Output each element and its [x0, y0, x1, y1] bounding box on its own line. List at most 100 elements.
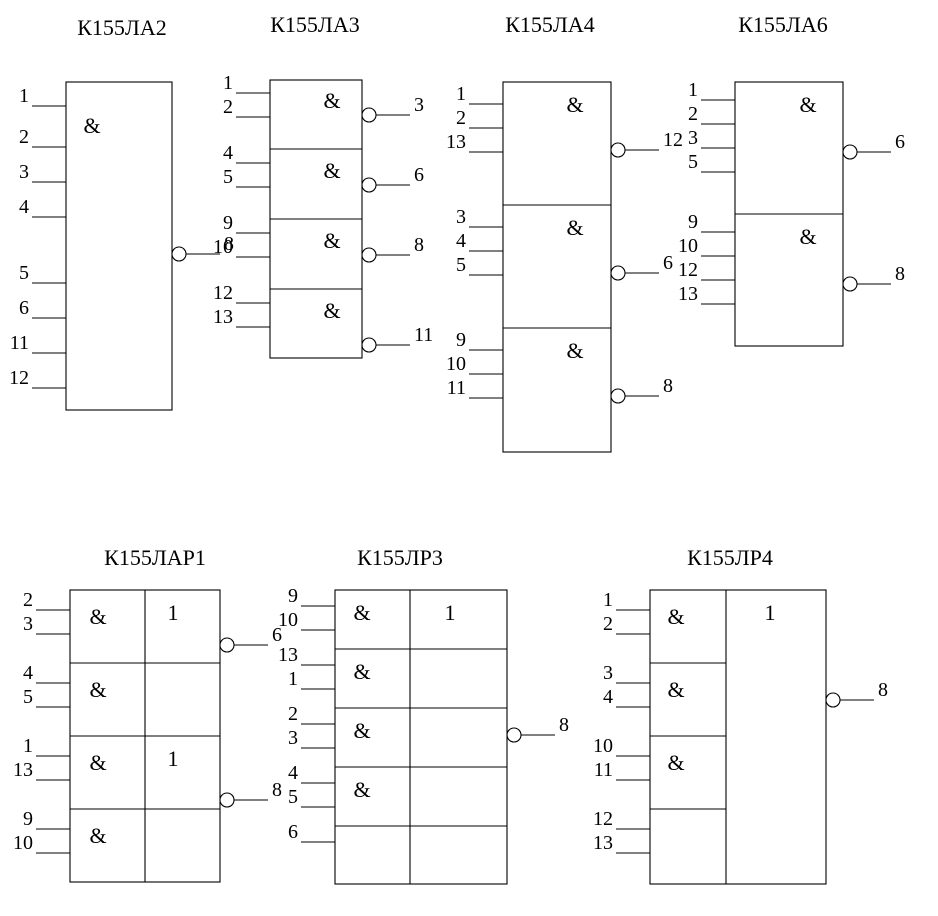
pin-label: 6 — [895, 131, 905, 153]
pin-label: 5 — [456, 254, 466, 276]
pin-label: 6 — [19, 297, 29, 319]
chip-body — [503, 82, 611, 452]
pin-label: 8 — [895, 263, 905, 285]
pin-label: 4 — [23, 662, 33, 684]
pin-label: 1 — [288, 668, 298, 690]
pin-label: 8 — [663, 375, 673, 397]
gate-symbol: 1 — [168, 746, 179, 771]
pin-label: 1 — [688, 79, 698, 101]
pin-label: 2 — [288, 703, 298, 725]
gate-symbol: & — [799, 92, 816, 117]
pin-label: 4 — [603, 686, 613, 708]
gate-symbol: & — [323, 228, 340, 253]
pin-label: 5 — [288, 786, 298, 808]
pin-label: 10 — [446, 353, 466, 375]
pin-label: 13 — [593, 832, 613, 854]
chip-title: К155ЛАР1 — [104, 545, 206, 570]
pin-label: 11 — [447, 377, 466, 399]
pin-label: 12 — [213, 282, 233, 304]
gate-symbol: & — [566, 92, 583, 117]
gate-symbol: & — [89, 604, 106, 629]
pin-label: 8 — [272, 779, 282, 801]
inversion-bubble — [362, 108, 376, 122]
pin-label: 1 — [223, 72, 233, 94]
pin-label: 10 — [213, 236, 233, 258]
chip-lp3: К155ЛР3&&&&1910131234568 — [278, 545, 569, 884]
inversion-bubble — [611, 143, 625, 157]
pin-label: 12 — [593, 808, 613, 830]
gate-symbol: & — [323, 158, 340, 183]
pin-label: 13 — [13, 759, 33, 781]
pin-label: 11 — [594, 759, 613, 781]
pin-label: 10 — [278, 609, 298, 631]
gate-symbol: & — [323, 298, 340, 323]
pin-label: 9 — [223, 212, 233, 234]
pin-label: 12 — [678, 259, 698, 281]
gate-symbol: & — [353, 600, 370, 625]
pin-label: 3 — [603, 662, 613, 684]
inversion-bubble — [362, 178, 376, 192]
chip-lar1: К155ЛАР1&&&&11234511391068 — [13, 545, 282, 882]
chip-title: К155ЛА2 — [77, 15, 166, 40]
pin-label: 9 — [288, 585, 298, 607]
pin-label: 13 — [278, 644, 298, 666]
ic-diagram-canvas: К155ЛА2&12345611128К155ЛА3&&&&1245910121… — [0, 0, 938, 916]
pin-label: 4 — [19, 196, 29, 218]
pin-label: 6 — [414, 164, 424, 186]
gate-symbol: & — [667, 750, 684, 775]
pin-label: 1 — [19, 85, 29, 107]
inversion-bubble — [826, 693, 840, 707]
pin-label: 8 — [878, 679, 888, 701]
gate-symbol: & — [667, 677, 684, 702]
chip-la2: К155ЛА2&12345611128 — [9, 15, 234, 410]
pin-label: 3 — [688, 127, 698, 149]
pin-label: 3 — [23, 613, 33, 635]
inversion-bubble — [843, 145, 857, 159]
inversion-bubble — [362, 248, 376, 262]
pin-label: 1 — [23, 735, 33, 757]
inversion-bubble — [362, 338, 376, 352]
pin-label: 4 — [456, 230, 466, 252]
pin-label: 8 — [559, 714, 569, 736]
pin-label: 4 — [288, 762, 298, 784]
gate-symbol: & — [353, 659, 370, 684]
inversion-bubble — [220, 638, 234, 652]
pin-label: 10 — [678, 235, 698, 257]
inversion-bubble — [611, 266, 625, 280]
pin-label: 2 — [603, 613, 613, 635]
pin-label: 5 — [23, 686, 33, 708]
pin-label: 13 — [213, 306, 233, 328]
gate-symbol: & — [323, 88, 340, 113]
pin-label: 5 — [688, 151, 698, 173]
chip-la6: К155ЛА6&&1235910121368 — [678, 12, 905, 346]
gate-symbol: & — [83, 113, 100, 138]
pin-label: 6 — [288, 821, 298, 843]
pin-label: 8 — [414, 234, 424, 256]
chip-body — [66, 82, 172, 410]
pin-label: 9 — [688, 211, 698, 233]
gate-symbol: & — [353, 777, 370, 802]
inversion-bubble — [220, 793, 234, 807]
gate-symbol: & — [89, 750, 106, 775]
pin-label: 5 — [223, 166, 233, 188]
gate-symbol: & — [667, 604, 684, 629]
inversion-bubble — [172, 247, 186, 261]
inversion-bubble — [611, 389, 625, 403]
pin-label: 3 — [19, 161, 29, 183]
chip-title: К155ЛР3 — [357, 545, 443, 570]
pin-label: 4 — [223, 142, 233, 164]
gate-symbol: & — [566, 215, 583, 240]
pin-label: 2 — [23, 589, 33, 611]
gate-symbol: 1 — [765, 600, 776, 625]
gate-symbol: 1 — [445, 600, 456, 625]
gate-symbol: 1 — [168, 600, 179, 625]
pin-label: 1 — [456, 83, 466, 105]
inversion-bubble — [843, 277, 857, 291]
pin-label: 3 — [456, 206, 466, 228]
chip-title: К155ЛА4 — [505, 12, 594, 37]
chip-la4: К155ЛА4&&&1213345910111268 — [446, 12, 683, 452]
gate-symbol: & — [566, 338, 583, 363]
chip-title: К155ЛР4 — [687, 545, 773, 570]
pin-label: 3 — [414, 94, 424, 116]
chip-body — [650, 590, 826, 884]
